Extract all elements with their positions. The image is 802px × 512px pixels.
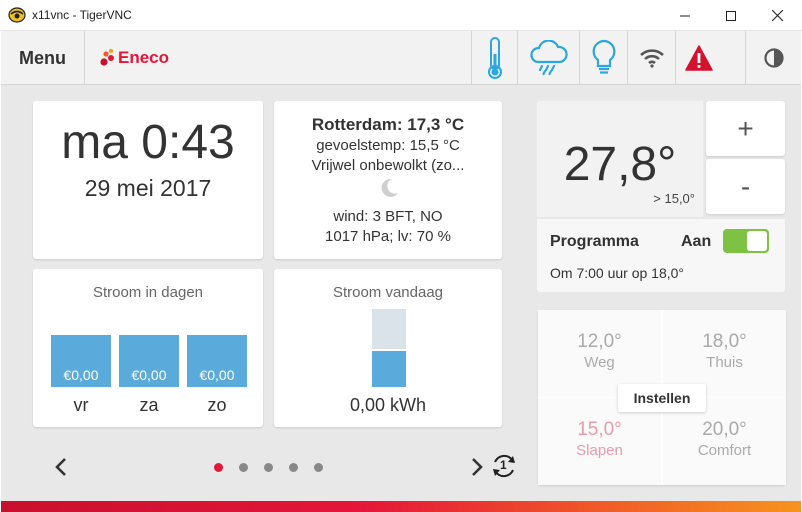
thermometer-button[interactable] bbox=[471, 31, 517, 85]
preset-temp: 20,0° bbox=[702, 419, 747, 440]
dim-button[interactable] bbox=[745, 31, 801, 85]
power-days-tile[interactable]: Stroom in dagen €0,00 €0,00 €0,00 vr za … bbox=[33, 269, 263, 427]
day-cost-bar: €0,00 bbox=[119, 335, 179, 387]
day-label: zo bbox=[207, 395, 227, 415]
eneco-logo: Eneco bbox=[99, 45, 169, 71]
window-title: x11vnc - TigerVNC bbox=[32, 8, 132, 22]
preset-name: Thuis bbox=[706, 354, 743, 371]
maximize-button[interactable] bbox=[708, 0, 754, 31]
rain-cloud-icon bbox=[529, 40, 568, 76]
brand-gradient-bar bbox=[1, 501, 801, 512]
day-label: vr bbox=[73, 395, 89, 415]
previous-page-button[interactable] bbox=[49, 455, 73, 479]
weather-description: Vrijwel onbewolkt (zo... bbox=[311, 157, 465, 174]
refresh-button[interactable]: 1 bbox=[489, 451, 519, 481]
minimize-button[interactable] bbox=[662, 0, 708, 31]
page-dot[interactable] bbox=[264, 463, 273, 472]
close-icon bbox=[771, 10, 783, 21]
preset-temp: 12,0° bbox=[577, 331, 622, 352]
power-today-bar bbox=[372, 309, 406, 387]
clock-time: ma 0:43 bbox=[61, 116, 235, 169]
program-label: Programma bbox=[550, 233, 639, 250]
page-dot[interactable] bbox=[289, 463, 298, 472]
thermometer-icon bbox=[487, 37, 502, 79]
day-cost-bar: €0,00 bbox=[51, 335, 111, 387]
wifi-icon bbox=[639, 49, 664, 68]
program-next-change: Om 7:00 uur op 18,0° bbox=[550, 265, 685, 281]
tigervnc-app-icon bbox=[8, 7, 26, 23]
program-state: Aan bbox=[681, 233, 712, 250]
day-label: za bbox=[139, 395, 159, 415]
eneco-logo-text: Eneco bbox=[118, 48, 170, 67]
power-today-title: Stroom vandaag bbox=[332, 284, 444, 301]
close-button[interactable] bbox=[754, 0, 800, 31]
toon-app: Menu Eneco bbox=[1, 31, 801, 512]
dim-icon bbox=[763, 48, 784, 68]
power-today-bar-fill bbox=[372, 349, 406, 387]
program-tile: Programma Aan Om 7:00 uur op 18,0° bbox=[537, 219, 785, 292]
eneco-logo-mark bbox=[100, 48, 114, 66]
preset-temp: 15,0° bbox=[577, 419, 622, 440]
weather-pressure-humidity: 1017 hPa; lv: 70 % bbox=[325, 228, 451, 245]
menu-button[interactable]: Menu bbox=[1, 31, 85, 85]
power-today-value: 0,00 kWh bbox=[349, 395, 427, 415]
preset-name: Slapen bbox=[576, 442, 623, 459]
weather-feels-like: gevoelstemp: 15,5 °C bbox=[316, 137, 460, 154]
chevron-left-icon bbox=[55, 458, 66, 476]
day-cost-bar: €0,00 bbox=[187, 335, 247, 387]
window-titlebar: x11vnc - TigerVNC bbox=[0, 0, 802, 31]
weather-button[interactable] bbox=[517, 31, 579, 85]
chevron-right-icon bbox=[472, 458, 483, 476]
lightbulb-icon bbox=[592, 39, 615, 74]
thermostat-panel: 27,8° > 15,0° + - Programma Aan Om 7:00 … bbox=[537, 101, 785, 292]
power-days-title: Stroom in dagen bbox=[92, 284, 204, 301]
weather-wind: wind: 3 BFT, NO bbox=[333, 208, 443, 225]
notifications-button[interactable] bbox=[675, 31, 721, 85]
refresh-badge: 1 bbox=[500, 458, 507, 472]
moon-icon bbox=[381, 178, 398, 197]
maximize-icon bbox=[726, 10, 736, 21]
clock-tile[interactable]: ma 0:43 29 mei 2017 bbox=[33, 101, 263, 259]
current-temperature: 27,8° bbox=[563, 138, 677, 191]
preset-weg[interactable]: 12,0° Weg bbox=[538, 310, 661, 397]
top-bar: Menu Eneco bbox=[1, 31, 801, 85]
lighting-button[interactable] bbox=[579, 31, 627, 85]
preset-thuis[interactable]: 18,0° Thuis bbox=[663, 310, 786, 397]
instellen-button[interactable]: Instellen bbox=[618, 384, 706, 412]
wifi-button[interactable] bbox=[627, 31, 675, 85]
page-dot[interactable] bbox=[214, 463, 223, 472]
preset-name: Comfort bbox=[697, 442, 752, 459]
page-dot[interactable] bbox=[239, 463, 248, 472]
clock-date: 29 mei 2017 bbox=[84, 175, 212, 201]
preset-grid: 12,0° Weg 18,0° Thuis 15,0° Slapen 20,0°… bbox=[538, 310, 786, 485]
preset-slapen[interactable]: 15,0° Slapen bbox=[538, 398, 661, 485]
preset-temp: 18,0° bbox=[702, 331, 747, 352]
warning-icon bbox=[684, 45, 713, 71]
setpoint-temperature: > 15,0° bbox=[653, 191, 695, 206]
preset-comfort[interactable]: 20,0° Comfort bbox=[663, 398, 786, 485]
page-dot[interactable] bbox=[314, 463, 323, 472]
temperature-down-button[interactable]: - bbox=[706, 159, 785, 214]
toggle-knob bbox=[747, 231, 767, 251]
next-page-button[interactable] bbox=[465, 455, 489, 479]
minimize-icon bbox=[680, 15, 690, 16]
program-toggle[interactable] bbox=[723, 229, 769, 253]
preset-name: Weg bbox=[584, 354, 615, 371]
weather-city-temp: Rotterdam: 17,3 °C bbox=[311, 115, 465, 134]
weather-tile[interactable]: Rotterdam: 17,3 °C gevoelstemp: 15,5 °C … bbox=[274, 101, 502, 259]
power-today-tile[interactable]: Stroom vandaag 0,00 kWh bbox=[274, 269, 502, 427]
current-temperature-tile: 27,8° > 15,0° bbox=[537, 101, 703, 217]
refresh-icon bbox=[493, 454, 515, 478]
temperature-up-button[interactable]: + bbox=[706, 101, 785, 156]
